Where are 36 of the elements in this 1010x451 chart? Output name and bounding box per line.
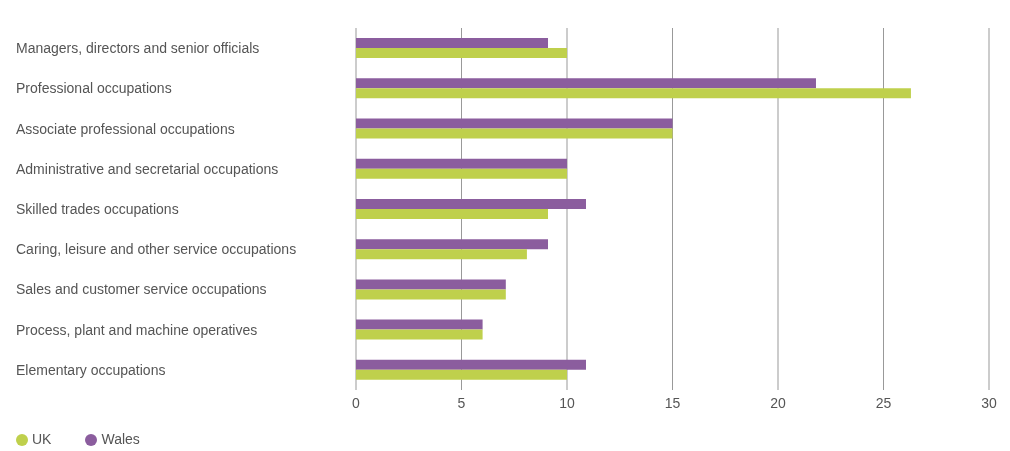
- y-tick-label: Professional occupations: [16, 80, 172, 97]
- bar: [356, 319, 483, 330]
- y-tick-label: Elementary occupations: [16, 361, 166, 378]
- bar: [356, 329, 483, 340]
- bar: [356, 249, 527, 260]
- y-tick-label: Process, plant and machine operatives: [16, 321, 258, 338]
- bar: [356, 369, 567, 380]
- x-tick-label: 20: [770, 394, 786, 411]
- bar: [356, 38, 549, 49]
- bar: [356, 198, 586, 209]
- bar: [356, 158, 567, 169]
- bar: [356, 359, 586, 370]
- legend-label: Wales: [101, 431, 140, 447]
- bar: [356, 168, 567, 179]
- bar: [356, 239, 549, 250]
- bar: [356, 118, 673, 129]
- x-tick-label: 0: [352, 394, 361, 411]
- bar: [356, 208, 549, 219]
- legend-label: UK: [32, 431, 52, 447]
- bar: [356, 289, 506, 300]
- y-tick-label: Skilled trades occupations: [16, 201, 179, 217]
- x-tick-label: 30: [981, 394, 997, 411]
- bar: [356, 78, 816, 89]
- x-tick-label: 10: [559, 394, 575, 411]
- bar: [356, 279, 506, 290]
- y-tick-label: Caring, leisure and other service occupations: [16, 241, 297, 258]
- bar: [356, 48, 567, 59]
- x-tick-label: 25: [875, 394, 892, 411]
- y-tick-label: Administrative and secretarial occupations: [16, 160, 279, 177]
- bar: [356, 88, 911, 99]
- x-tick-label: 5: [457, 394, 466, 411]
- y-tick-label: Sales and customer service occupations: [16, 281, 267, 298]
- x-tick-label: 15: [664, 394, 681, 411]
- bar: [356, 128, 673, 139]
- y-tick-label: Managers, directors and senior officials: [16, 40, 260, 57]
- y-tick-label: Associate professional occupations: [16, 120, 235, 137]
